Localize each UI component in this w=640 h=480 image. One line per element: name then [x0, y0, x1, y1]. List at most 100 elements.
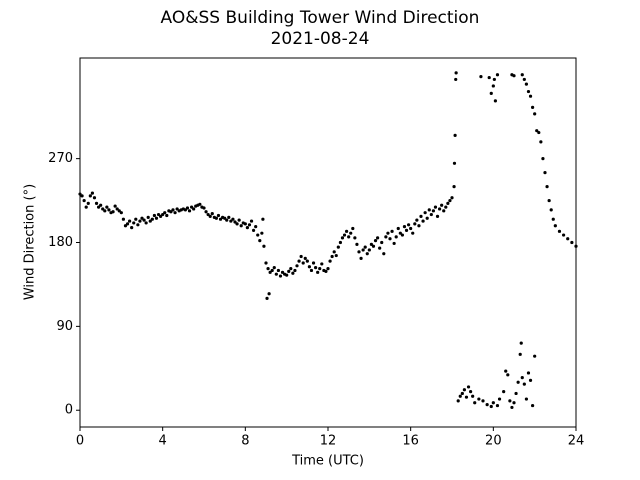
- x-tick-label: 12: [320, 434, 337, 449]
- data-point: [90, 191, 94, 195]
- data-point: [427, 208, 431, 212]
- data-point: [138, 219, 142, 223]
- data-point: [78, 192, 82, 196]
- data-point: [376, 236, 380, 240]
- data-point: [84, 205, 88, 209]
- data-point: [171, 208, 175, 212]
- data-point: [355, 242, 359, 246]
- data-point: [345, 229, 349, 233]
- data-point: [258, 239, 262, 243]
- data-point: [361, 248, 365, 252]
- data-point: [502, 389, 506, 394]
- data-point: [278, 274, 283, 278]
- data-point: [450, 196, 454, 200]
- data-point: [92, 196, 97, 200]
- data-point: [113, 204, 117, 208]
- data-point: [115, 207, 119, 211]
- data-point: [235, 222, 239, 226]
- data-point: [423, 211, 427, 215]
- data-point: [299, 254, 303, 259]
- data-point: [404, 228, 409, 232]
- data-point: [421, 219, 425, 223]
- data-point: [479, 75, 483, 79]
- data-point: [261, 217, 265, 221]
- data-point: [175, 207, 179, 211]
- data-point: [557, 229, 562, 233]
- y-tick-label: 0: [65, 403, 73, 418]
- data-point: [359, 256, 363, 260]
- data-point: [417, 224, 421, 228]
- data-point: [303, 256, 307, 260]
- data-point: [456, 399, 460, 403]
- data-point: [249, 219, 254, 223]
- data-point: [119, 211, 123, 215]
- data-point: [305, 259, 309, 263]
- data-point: [289, 266, 293, 271]
- data-point: [227, 215, 231, 219]
- x-tick-label: 8: [241, 434, 249, 449]
- data-point: [453, 133, 457, 137]
- data-point: [121, 217, 125, 221]
- data-point: [514, 391, 518, 396]
- data-point: [533, 354, 537, 358]
- data-point: [495, 73, 500, 77]
- data-point: [435, 214, 440, 219]
- data-point: [402, 225, 407, 229]
- data-point: [146, 215, 150, 219]
- data-point: [528, 378, 533, 383]
- data-point: [535, 129, 539, 133]
- data-point: [262, 244, 266, 248]
- data-point: [351, 226, 355, 231]
- data-point: [369, 242, 373, 246]
- data-point: [409, 226, 413, 231]
- data-point: [340, 236, 345, 240]
- data-point: [452, 184, 456, 189]
- data-point: [334, 253, 338, 258]
- data-point: [332, 250, 336, 254]
- data-point: [320, 262, 324, 266]
- data-point: [566, 237, 570, 241]
- data-point: [173, 211, 177, 215]
- data-point: [380, 240, 384, 245]
- data-point: [256, 233, 260, 237]
- data-point: [307, 265, 311, 269]
- data-point: [497, 397, 502, 401]
- data-point: [274, 272, 278, 276]
- data-point: [570, 240, 574, 245]
- data-point: [522, 382, 526, 386]
- data-point: [291, 271, 295, 275]
- data-point: [204, 210, 208, 214]
- data-point: [357, 250, 361, 254]
- data-point: [311, 261, 316, 265]
- data-point: [208, 214, 212, 219]
- x-tick-label: 24: [568, 434, 585, 449]
- data-point: [378, 246, 382, 250]
- data-point: [347, 235, 351, 239]
- data-point: [411, 231, 415, 235]
- data-point: [491, 401, 495, 405]
- data-point: [444, 205, 448, 209]
- data-point: [429, 212, 433, 217]
- data-point: [245, 225, 249, 230]
- data-point: [531, 403, 535, 408]
- data-point: [373, 239, 378, 243]
- data-point: [295, 264, 299, 268]
- data-point: [492, 77, 496, 82]
- data-point: [130, 225, 134, 230]
- data-point: [518, 352, 522, 356]
- data-point: [413, 222, 417, 226]
- data-point: [301, 261, 305, 265]
- data-point: [454, 77, 458, 82]
- y-tick-label: 180: [48, 235, 73, 250]
- data-point: [489, 91, 493, 96]
- data-point: [163, 211, 167, 215]
- data-point: [485, 403, 489, 407]
- data-point: [88, 194, 92, 198]
- data-point: [237, 218, 241, 222]
- data-point: [547, 198, 551, 203]
- data-point: [165, 213, 169, 218]
- plot-frame: [79, 57, 577, 428]
- data-point: [431, 209, 435, 213]
- data-point: [229, 219, 233, 223]
